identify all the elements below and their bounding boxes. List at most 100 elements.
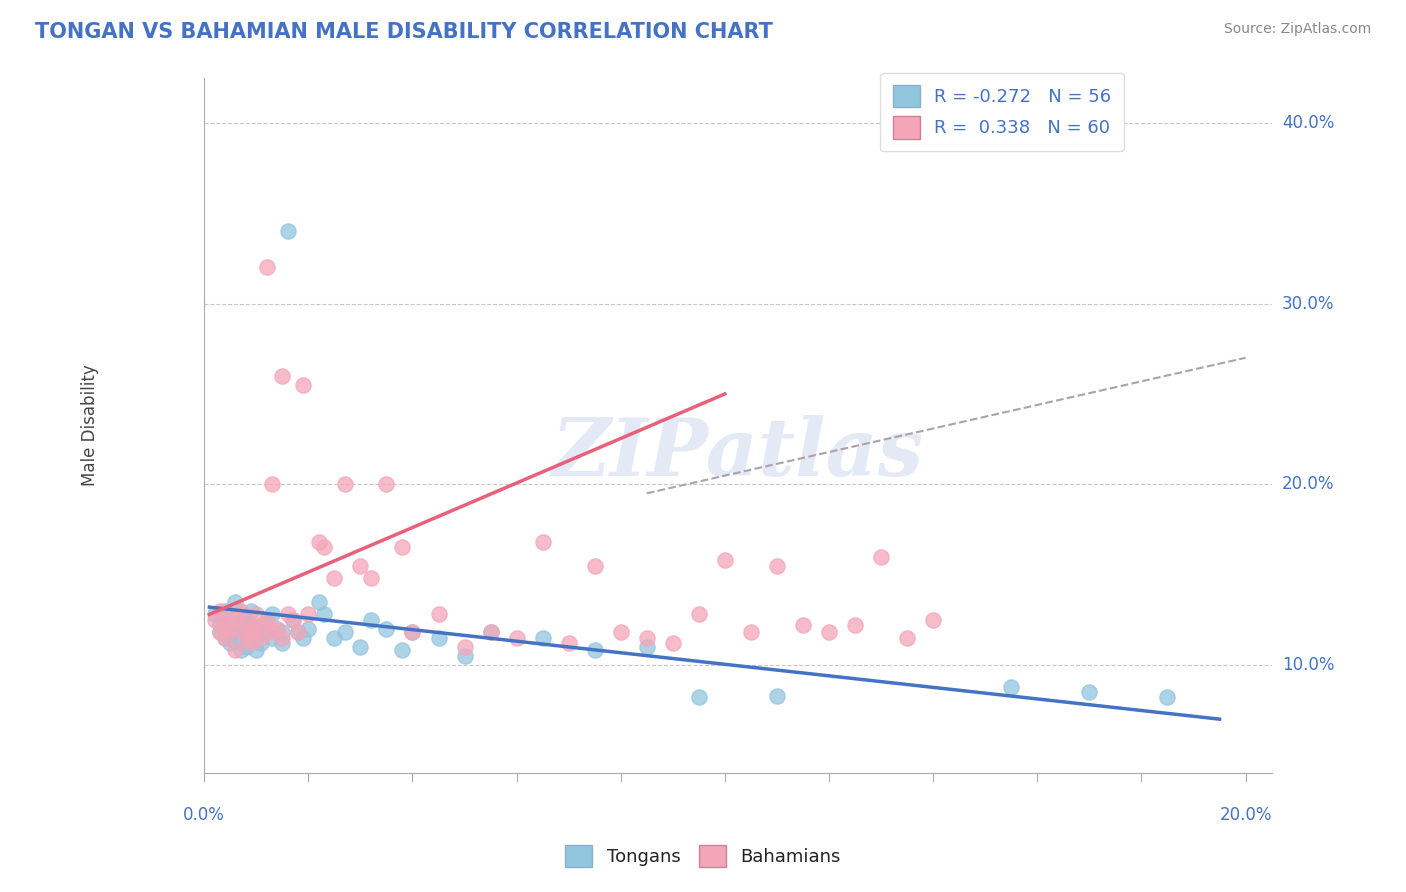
Point xyxy=(240,618,263,632)
Point xyxy=(250,618,273,632)
Point xyxy=(292,377,315,392)
Point xyxy=(583,558,606,573)
Point xyxy=(219,607,242,622)
Point xyxy=(245,625,267,640)
Point xyxy=(229,607,252,622)
Point xyxy=(224,634,246,648)
Point xyxy=(219,636,242,650)
Point xyxy=(224,613,246,627)
Point xyxy=(662,636,685,650)
Point xyxy=(896,631,918,645)
Legend: Tongans, Bahamians: Tongans, Bahamians xyxy=(558,838,848,874)
Point xyxy=(349,640,371,654)
Point xyxy=(240,636,263,650)
Point xyxy=(276,224,298,238)
Point xyxy=(401,625,423,640)
Point xyxy=(266,622,288,636)
Point xyxy=(333,477,356,491)
Point xyxy=(312,541,335,555)
Point xyxy=(375,622,398,636)
Point xyxy=(245,631,267,645)
Point xyxy=(479,625,502,640)
Text: 20.0%: 20.0% xyxy=(1219,805,1272,824)
Point xyxy=(204,607,226,622)
Point xyxy=(224,622,246,636)
Point xyxy=(766,689,789,703)
Point xyxy=(427,607,450,622)
Point xyxy=(240,622,263,636)
Point xyxy=(271,631,294,645)
Point xyxy=(333,625,356,640)
Point xyxy=(375,477,398,491)
Point xyxy=(583,643,606,657)
Point xyxy=(235,631,257,645)
Text: 20.0%: 20.0% xyxy=(1282,475,1334,493)
Point xyxy=(792,618,814,632)
Point xyxy=(219,613,242,627)
Point xyxy=(479,625,502,640)
Point xyxy=(208,618,231,632)
Point xyxy=(297,607,319,622)
Point xyxy=(260,607,283,622)
Point xyxy=(360,613,382,627)
Point xyxy=(256,260,278,275)
Point xyxy=(219,622,242,636)
Point xyxy=(235,631,257,645)
Text: 10.0%: 10.0% xyxy=(1282,656,1334,674)
Point xyxy=(453,648,475,663)
Point xyxy=(229,625,252,640)
Point xyxy=(214,631,236,645)
Point xyxy=(235,640,257,654)
Point xyxy=(323,631,346,645)
Point xyxy=(818,625,841,640)
Point xyxy=(401,625,423,640)
Text: 0.0%: 0.0% xyxy=(183,805,225,824)
Text: ZIPatlas: ZIPatlas xyxy=(553,415,924,492)
Point xyxy=(766,558,789,573)
Point xyxy=(276,607,298,622)
Text: 40.0%: 40.0% xyxy=(1282,114,1334,132)
Point xyxy=(219,625,242,640)
Point xyxy=(256,613,278,627)
Point xyxy=(271,368,294,383)
Point xyxy=(260,477,283,491)
Point xyxy=(287,625,309,640)
Point xyxy=(214,631,236,645)
Text: Source: ZipAtlas.com: Source: ZipAtlas.com xyxy=(1223,22,1371,37)
Point xyxy=(229,643,252,657)
Text: TONGAN VS BAHAMIAN MALE DISABILITY CORRELATION CHART: TONGAN VS BAHAMIAN MALE DISABILITY CORRE… xyxy=(35,22,773,42)
Point xyxy=(229,604,252,618)
Point xyxy=(271,625,294,640)
Point xyxy=(1078,685,1101,699)
Point xyxy=(214,604,236,618)
Point xyxy=(636,631,658,645)
Point xyxy=(235,613,257,627)
Point xyxy=(427,631,450,645)
Point xyxy=(312,607,335,622)
Point xyxy=(271,636,294,650)
Point xyxy=(214,618,236,632)
Point xyxy=(208,625,231,640)
Point xyxy=(922,613,945,627)
Point xyxy=(250,636,273,650)
Point xyxy=(281,613,304,627)
Point xyxy=(292,631,315,645)
Point xyxy=(256,613,278,627)
Legend: R = -0.272   N = 56, R =  0.338   N = 60: R = -0.272 N = 56, R = 0.338 N = 60 xyxy=(880,73,1123,151)
Point xyxy=(349,558,371,573)
Point xyxy=(266,622,288,636)
Point xyxy=(714,553,737,567)
Point xyxy=(256,625,278,640)
Point xyxy=(250,625,273,640)
Point xyxy=(308,535,330,549)
Point xyxy=(557,636,579,650)
Point xyxy=(245,607,267,622)
Point xyxy=(208,625,231,640)
Point xyxy=(688,690,710,705)
Point xyxy=(204,613,226,627)
Point xyxy=(391,643,413,657)
Point xyxy=(453,640,475,654)
Point xyxy=(260,625,283,640)
Text: 30.0%: 30.0% xyxy=(1282,294,1334,312)
Point xyxy=(505,631,527,645)
